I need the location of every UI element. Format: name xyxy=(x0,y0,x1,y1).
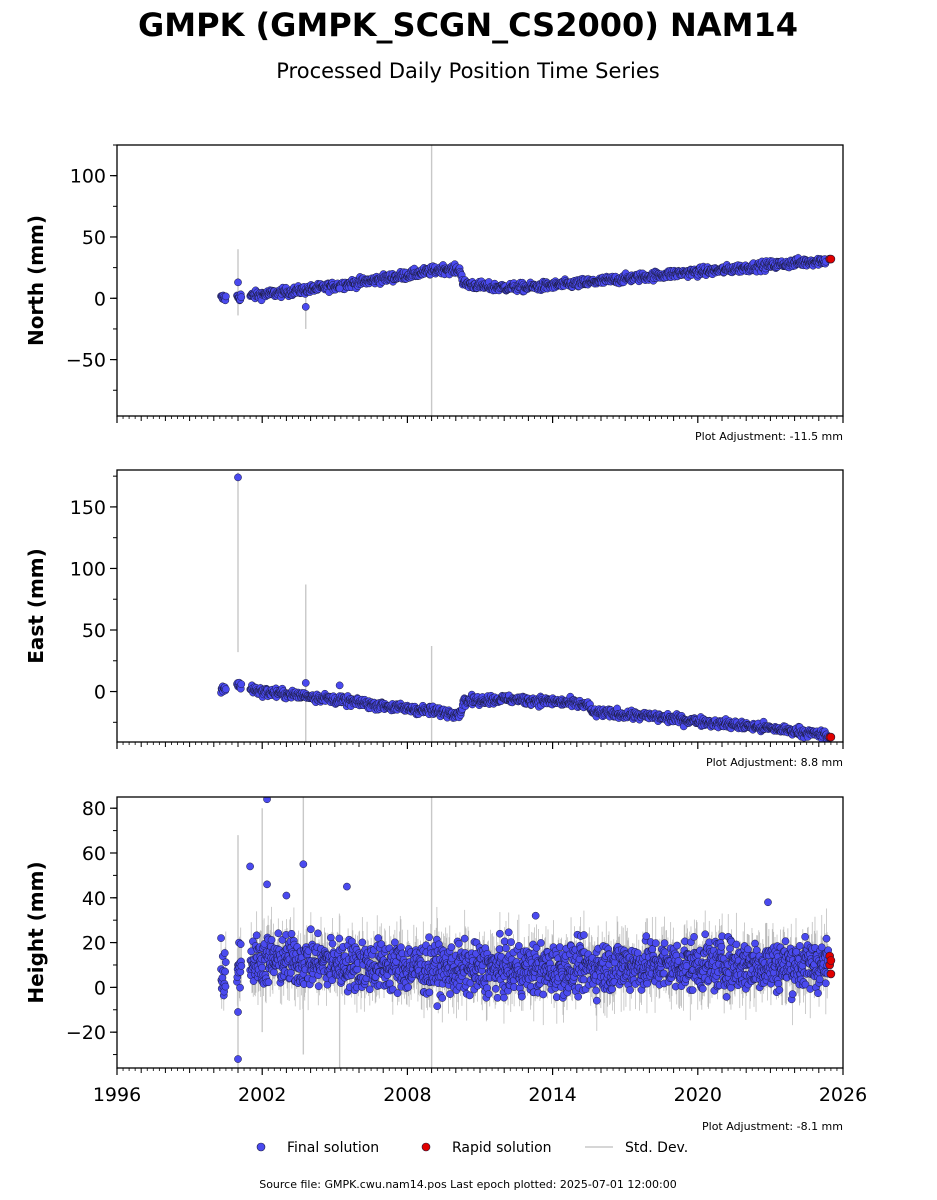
final-solution-point xyxy=(270,968,278,977)
final-solution-point xyxy=(222,292,230,301)
y-tick-label: 100 xyxy=(70,166,106,188)
plot-adjustment-north: Plot Adjustment: -11.5 mm xyxy=(695,430,843,443)
final-solution-point xyxy=(358,938,367,947)
y-tick-label: 100 xyxy=(70,558,106,580)
final-solution-point xyxy=(301,303,310,311)
final-solution-point xyxy=(301,679,310,687)
final-solution-point xyxy=(234,278,242,287)
final-solution-point xyxy=(234,473,242,482)
final-solution-point xyxy=(328,939,337,948)
rapid-solution-point xyxy=(826,254,836,264)
final-solution-point xyxy=(335,284,344,293)
final-solution-point xyxy=(221,982,230,991)
panel-0: 100 50 0 −50 North (mm) Plot Adjustment: -11.… xyxy=(24,144,844,443)
y-tick-label: 50 xyxy=(82,227,106,249)
final-solution-point xyxy=(314,982,323,991)
final-solution-point xyxy=(237,293,246,301)
final-solution-point xyxy=(374,934,383,942)
plot-area xyxy=(217,797,836,1068)
plot-area xyxy=(217,472,836,742)
final-solution-point xyxy=(347,937,356,946)
y-tick-label: 0 xyxy=(94,682,106,704)
final-solution-point xyxy=(236,983,244,992)
plot-adjustment-east: Plot Adjustment: 8.8 mm xyxy=(706,756,843,769)
final-solution-point xyxy=(237,962,246,970)
chart-title: GMPK (GMPK_SCGN_CS2000) NAM14 xyxy=(138,6,798,44)
final-solution-point xyxy=(391,938,399,947)
final-solution-point xyxy=(222,685,230,694)
final-solution-point xyxy=(267,936,276,944)
final-solution-point xyxy=(221,967,229,976)
y-tick-label: 150 xyxy=(70,497,106,519)
plot-area xyxy=(217,145,836,416)
final-solution-point xyxy=(258,963,266,972)
final-solution-point xyxy=(252,931,261,940)
final-solution-point xyxy=(221,958,230,967)
y-tick-label: 0 xyxy=(94,288,106,310)
final-solution-point xyxy=(335,681,344,690)
y-axis-label: East (mm) xyxy=(24,548,48,664)
y-tick-label: 50 xyxy=(82,620,106,642)
final-solution-point xyxy=(236,940,245,949)
final-solution-point xyxy=(237,680,246,689)
final-solution-point xyxy=(287,929,296,938)
final-solution-point xyxy=(335,934,344,943)
final-solution-point xyxy=(365,985,374,994)
final-solution-point xyxy=(323,980,332,989)
final-solution-point xyxy=(306,925,315,934)
rapid-solution-point xyxy=(826,732,836,742)
final-solution-point xyxy=(397,943,405,952)
chart-subtitle: Processed Daily Position Time Series xyxy=(276,59,660,83)
final-solution-point xyxy=(377,940,386,948)
final-solution-point xyxy=(404,983,412,992)
y-axis-label: North (mm) xyxy=(24,215,48,346)
final-solution-point xyxy=(353,965,362,974)
final-solution-point xyxy=(314,929,322,938)
final-solution-point xyxy=(393,989,402,998)
final-solution-point xyxy=(264,978,273,987)
y-tick-label: −50 xyxy=(66,350,106,372)
panel-1: 150 100 50 0 East (mm) Plot Adjustment: 8.8 m… xyxy=(24,469,844,769)
final-solution-point xyxy=(274,929,283,938)
final-solution-point xyxy=(220,949,229,957)
